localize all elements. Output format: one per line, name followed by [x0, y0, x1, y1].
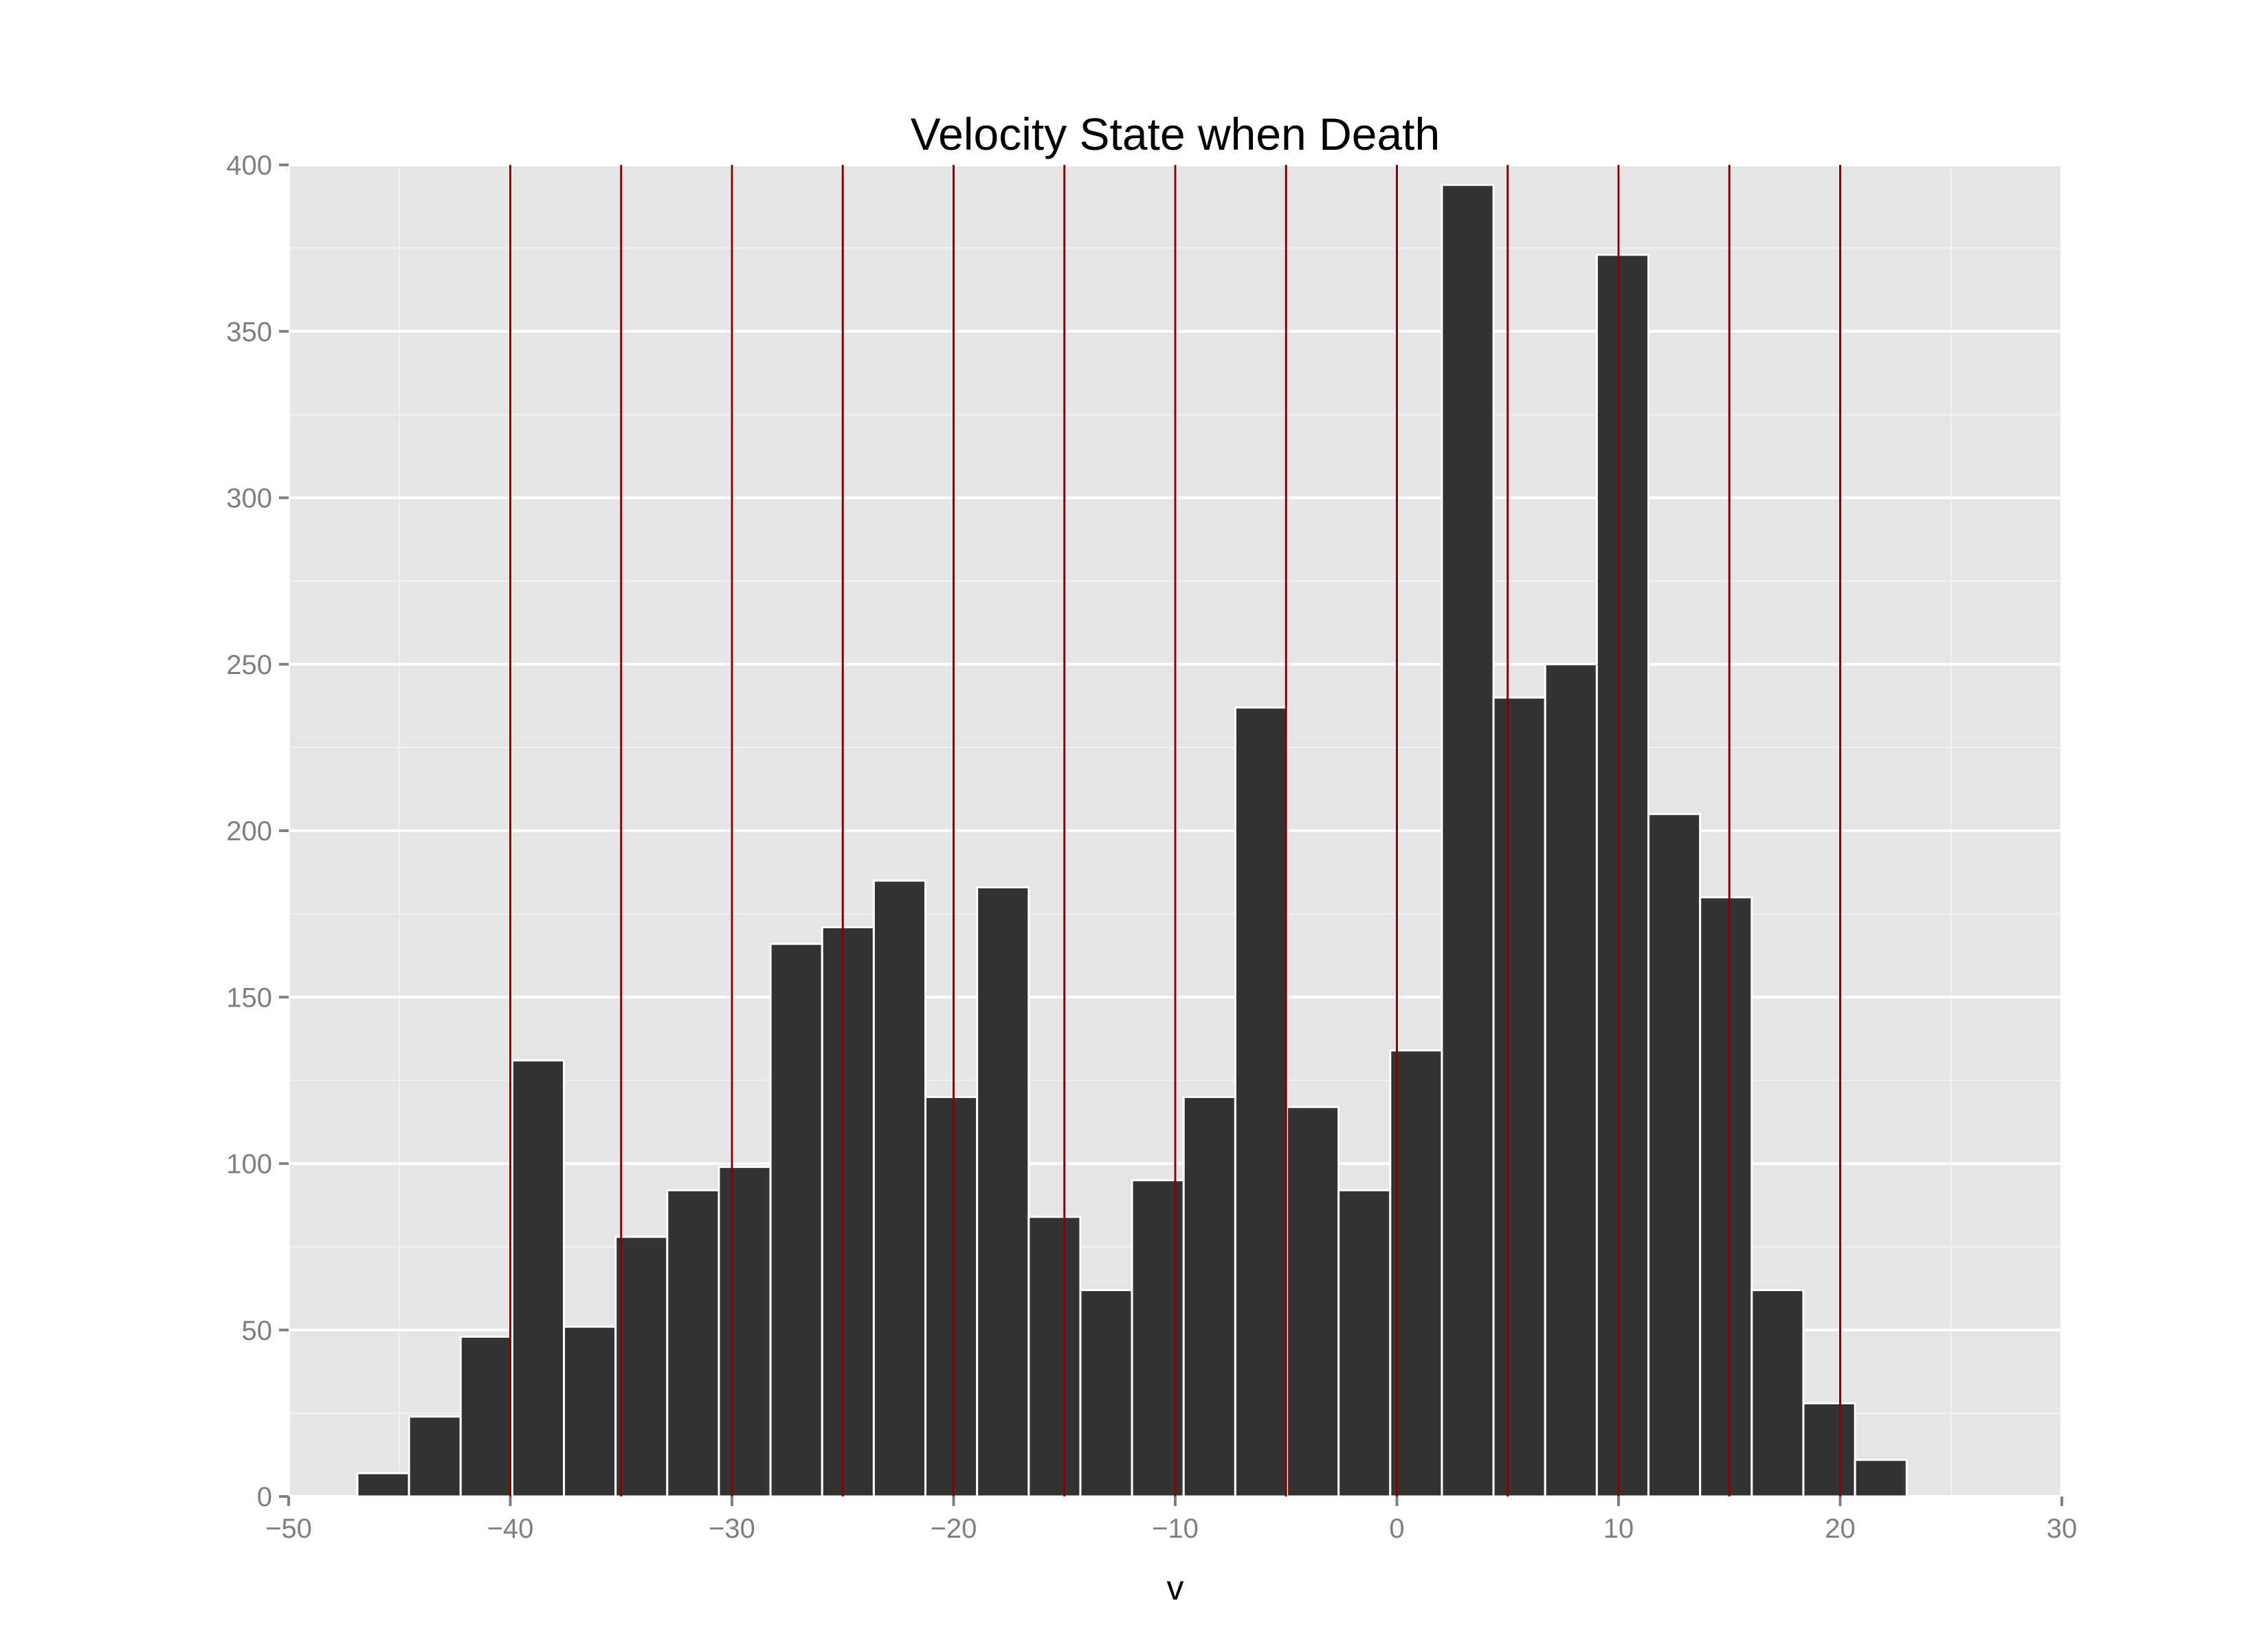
histogram-bars — [356, 183, 1908, 1498]
y-tick-label: 400 — [226, 150, 272, 181]
y-axis-tick-labels: 0 50 100 150 200 250 300 350 400 — [226, 150, 272, 1512]
histogram-bar — [1595, 254, 1650, 1498]
y-tick-label: 100 — [226, 1149, 272, 1180]
histogram-bar — [821, 926, 875, 1498]
chart-title: Velocity State when Death — [911, 109, 1440, 159]
histogram-bar — [976, 886, 1030, 1498]
y-tick-label: 0 — [257, 1482, 272, 1512]
x-tick-label: −20 — [931, 1514, 977, 1544]
histogram-bar — [1286, 1106, 1340, 1498]
x-tick-label: −40 — [487, 1514, 534, 1544]
histogram-bar — [408, 1415, 462, 1498]
y-tick-label: 250 — [226, 650, 272, 680]
histogram-bar — [614, 1235, 669, 1498]
histogram-bar — [1544, 663, 1598, 1498]
histogram-bar — [356, 1472, 410, 1498]
histogram-bar — [1389, 1049, 1443, 1498]
histogram-bar — [924, 1096, 979, 1498]
histogram-bar — [1027, 1215, 1082, 1498]
axis-ticks — [279, 164, 2063, 1506]
x-axis-tick-labels: −50 −40 −30 −20 −10 0 10 20 30 — [265, 1514, 2077, 1544]
y-tick-label: 350 — [226, 317, 272, 347]
x-axis-title: v — [1167, 1569, 1184, 1607]
y-tick-label: 300 — [226, 484, 272, 514]
y-tick-label: 50 — [242, 1316, 273, 1346]
reference-lines — [509, 165, 1841, 1496]
histogram-bar — [1441, 183, 1495, 1498]
x-tick-label: 0 — [1389, 1514, 1404, 1544]
y-tick-label: 200 — [226, 816, 272, 846]
x-tick-label: −30 — [709, 1514, 755, 1544]
histogram-bar — [511, 1059, 566, 1498]
x-tick-label: 10 — [1603, 1514, 1634, 1544]
histogram-bar — [1854, 1459, 1908, 1498]
histogram-bar — [769, 943, 823, 1498]
x-tick-label: 20 — [1825, 1514, 1856, 1544]
histogram-bar — [1234, 706, 1289, 1498]
histogram-bar — [666, 1189, 720, 1498]
histogram-bar — [872, 879, 927, 1498]
histogram-bar — [1182, 1096, 1236, 1498]
x-tick-label: 30 — [2047, 1514, 2078, 1544]
histogram-bar — [1079, 1289, 1133, 1498]
x-tick-label: −50 — [265, 1514, 312, 1544]
y-tick-label: 150 — [226, 983, 272, 1013]
histogram-bar — [1750, 1289, 1805, 1498]
histogram-bar — [563, 1325, 617, 1498]
histogram-bar — [1802, 1402, 1856, 1498]
histogram-bar — [1337, 1189, 1392, 1498]
histogram-bar — [718, 1165, 772, 1498]
histogram-bar — [1492, 696, 1546, 1498]
x-tick-label: −10 — [1152, 1514, 1199, 1544]
histogram-bar — [1699, 896, 1753, 1498]
histogram-bar — [1647, 813, 1702, 1498]
histogram-bar — [459, 1335, 513, 1498]
